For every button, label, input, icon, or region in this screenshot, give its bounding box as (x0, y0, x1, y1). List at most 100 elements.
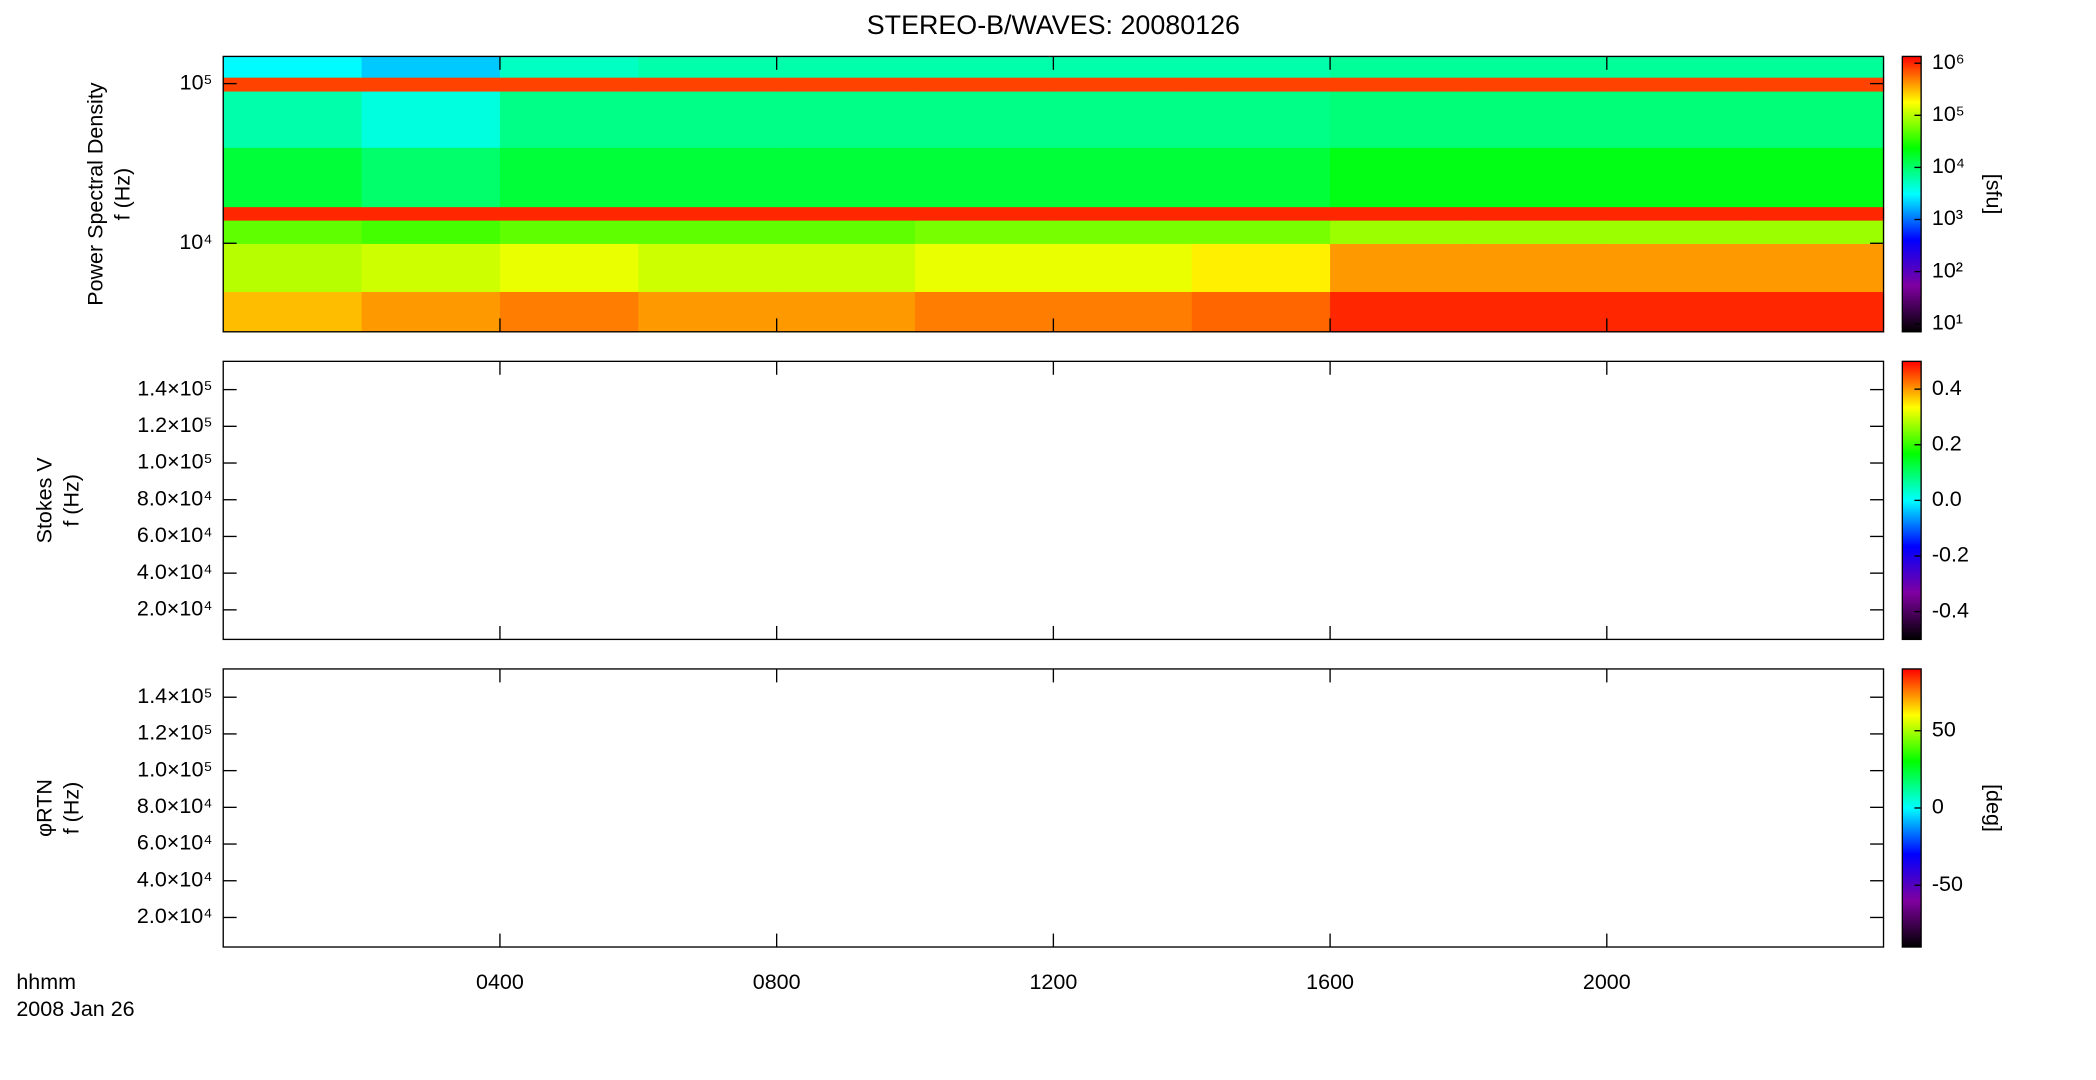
heatmap-cell (1330, 56, 1470, 78)
heatmap-cell (915, 56, 1055, 78)
heatmap-cell (1745, 56, 1885, 78)
colorbar-tick-label: 0.4 (1932, 376, 1962, 400)
heatmap-cell (1191, 206, 1331, 221)
heatmap-cell (1053, 56, 1193, 78)
y-tick-label: 10⁴ (179, 230, 212, 254)
heatmap-cell (776, 147, 916, 208)
y-tick-label: 6.0×10⁴ (137, 831, 213, 855)
y-axis-label: f (Hz) (59, 474, 83, 527)
heatmap-cell (1053, 206, 1193, 221)
y-tick-label: 1.0×10⁵ (137, 757, 212, 781)
x-tick-label: 1200 (1029, 970, 1077, 994)
colorbar-tick-label: -0.2 (1932, 543, 1969, 567)
heatmap-cell (638, 219, 778, 244)
heatmap-cell (361, 56, 501, 78)
heatmap-cell (1606, 219, 1746, 244)
heatmap-cell (638, 243, 778, 293)
y-axis-label: f (Hz) (59, 782, 83, 835)
heatmap-cell (361, 219, 501, 244)
y-tick-label: 2.0×10⁴ (137, 904, 213, 928)
heatmap-cell (638, 291, 778, 333)
y-tick-label: 1.2×10⁵ (137, 721, 212, 745)
heatmap-cell (1606, 291, 1746, 333)
heatmap-cell (638, 76, 778, 92)
heatmap-cell (1191, 291, 1331, 333)
heatmap-cell (1191, 147, 1331, 208)
y-tick-label: 4.0×10⁴ (137, 867, 213, 891)
heatmap-cell (499, 76, 639, 92)
heatmap-cell (776, 243, 916, 293)
heatmap-cell (915, 147, 1055, 208)
heatmap-cell (638, 90, 778, 148)
heatmap-cell (1468, 219, 1608, 244)
heatmap-cell (776, 291, 916, 333)
colorbar-label: [deg] (1982, 784, 2006, 832)
heatmap-cell (1053, 147, 1193, 208)
heatmap-cell (361, 243, 501, 293)
heatmap-cell (915, 76, 1055, 92)
colorbar-label: [sfu] (1982, 174, 2006, 215)
y-tick-label: 4.0×10⁴ (137, 560, 213, 584)
y-tick-label: 1.2×10⁵ (137, 413, 212, 437)
heatmap-cell (361, 147, 501, 208)
heatmap-cell (1606, 147, 1746, 208)
y-tick-label: 8.0×10⁴ (137, 486, 213, 510)
heatmap-cell (223, 219, 363, 244)
colorbar-tick-label: 50 (1932, 717, 1956, 741)
heatmap-cell (776, 90, 916, 148)
heatmap-cell (1468, 206, 1608, 221)
heatmap-cell (1745, 243, 1885, 293)
colorbar-tick-label: 10⁴ (1932, 154, 1965, 178)
heatmap-cell (223, 147, 363, 208)
heatmap-cell (915, 90, 1055, 148)
heatmap-cell (223, 206, 363, 221)
heatmap-cell (915, 206, 1055, 221)
y-axis-label: φRTN (33, 779, 57, 837)
y-tick-label: 1.4×10⁵ (137, 376, 212, 400)
y-tick-label: 6.0×10⁴ (137, 523, 213, 547)
heatmap-cell (361, 90, 501, 148)
heatmap-cell (1468, 291, 1608, 333)
heatmap-cell (499, 291, 639, 333)
heatmap-cell (223, 243, 363, 293)
x-tick-label: 0400 (476, 970, 524, 994)
y-tick-label: 2.0×10⁴ (137, 597, 213, 621)
x-tick-label: 0800 (753, 970, 801, 994)
heatmap-cell (1330, 219, 1470, 244)
colorbar-tick-label: 0 (1932, 795, 1944, 819)
plot-frame (222, 668, 1885, 948)
heatmap-cell (1191, 76, 1331, 92)
heatmap-cell (776, 56, 916, 78)
y-tick-label: 1.4×10⁵ (137, 684, 212, 708)
heatmap-cell (1745, 76, 1885, 92)
heatmap-cell (1606, 243, 1746, 293)
heatmap-cell (1745, 219, 1885, 244)
heatmap-cell (1191, 219, 1331, 244)
heatmap-cell (223, 291, 363, 333)
heatmap-cell (499, 219, 639, 244)
heatmap-cell (361, 76, 501, 92)
heatmap-cell (776, 206, 916, 221)
heatmap-cell (1468, 56, 1608, 78)
heatmap-cell (499, 243, 639, 293)
heatmap-cell (915, 243, 1055, 293)
heatmap-cell (499, 90, 639, 148)
heatmap-cell (1191, 90, 1331, 148)
heatmap-cell (1330, 243, 1470, 293)
heatmap-cell (776, 219, 916, 244)
colorbar-tick-label: 10⁵ (1932, 102, 1965, 126)
x-axis-label: 2008 Jan 26 (16, 997, 134, 1021)
heatmap-cell (1468, 243, 1608, 293)
heatmap-cell (1053, 243, 1193, 293)
heatmap-cell (638, 147, 778, 208)
heatmap-cell (223, 76, 363, 92)
y-tick-label: 8.0×10⁴ (137, 794, 213, 818)
heatmap-cell (1191, 56, 1331, 78)
heatmap-cell (499, 56, 639, 78)
heatmap-cell (499, 206, 639, 221)
x-tick-label: 2000 (1583, 970, 1631, 994)
x-tick-label: 1600 (1306, 970, 1354, 994)
heatmap-cell (1053, 291, 1193, 333)
heatmap-cell (1468, 76, 1608, 92)
